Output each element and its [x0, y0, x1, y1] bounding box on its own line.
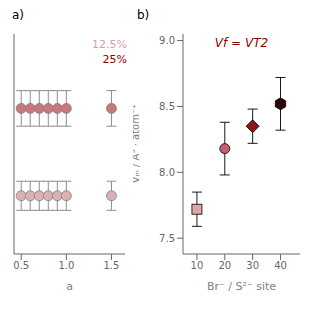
svg-text:1.0: 1.0: [58, 260, 74, 271]
html-text:a): a): [12, 8, 24, 22]
svg-text:30: 30: [246, 260, 259, 271]
svg-text:1.5: 1.5: [104, 260, 120, 271]
svg-text:10: 10: [191, 260, 204, 271]
html-text:12.5%: 12.5%: [92, 38, 127, 51]
svg-text:0.5: 0.5: [13, 260, 29, 271]
svg-text:40: 40: [274, 260, 287, 271]
html-text:25%: 25%: [102, 53, 127, 66]
svg-text:8.5: 8.5: [159, 101, 175, 112]
svg-text:7.5: 7.5: [159, 233, 175, 244]
svg-text:9.0: 9.0: [159, 35, 175, 46]
html-text:Vf = VT2: Vf = VT2: [214, 36, 269, 50]
svg-text:20: 20: [218, 260, 231, 271]
svg-text:Vₘ / Å³ · atom⁻¹: Vₘ / Å³ · atom⁻¹: [133, 105, 141, 183]
svg-text:Br⁻ / S²⁻ site: Br⁻ / S²⁻ site: [207, 280, 276, 293]
svg-text:a: a: [66, 280, 73, 293]
svg-text:8.0: 8.0: [159, 167, 175, 178]
html-text:b): b): [137, 8, 150, 22]
